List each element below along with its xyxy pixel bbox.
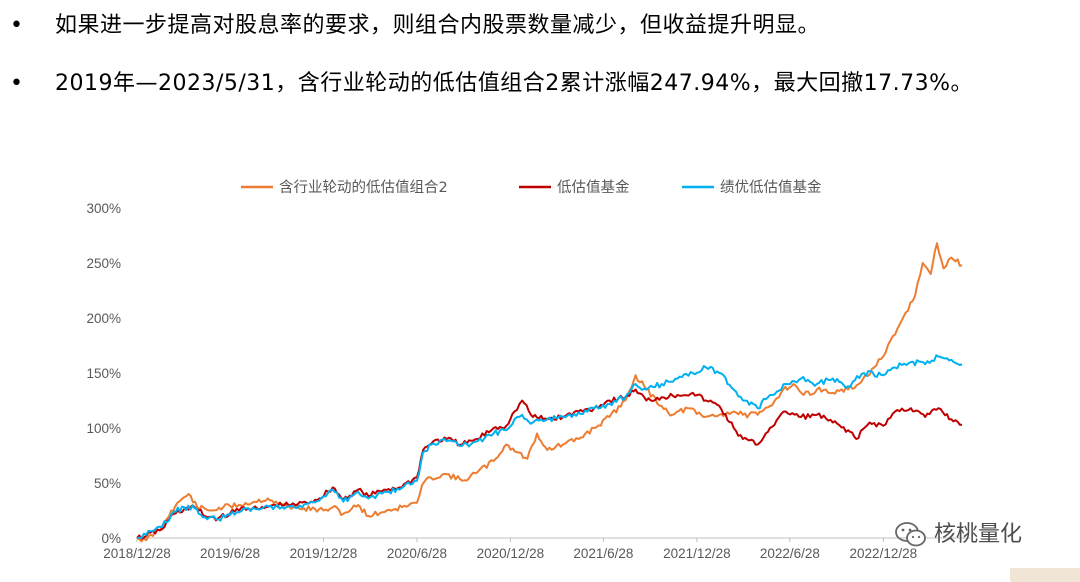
bullet-item: • 2019年—2023/5/31，含行业轮动的低估值组合2累计涨幅247.94…: [0, 64, 1080, 104]
y-tick-label: 300%: [86, 201, 121, 216]
y-axis: 0% 50% 100% 150% 200% 250% 300%: [86, 201, 121, 546]
corner-decoration: [1010, 568, 1080, 582]
y-tick-label: 200%: [86, 311, 121, 326]
x-tick-label: 2019/6/28: [200, 546, 260, 561]
y-tick-label: 150%: [86, 366, 121, 381]
y-tick-label: 250%: [86, 256, 121, 271]
plot-area: [136, 242, 963, 543]
chart-legend: 含行业轮动的低估值组合2 低估值基金 绩优低估值基金: [241, 179, 822, 196]
watermark: 核桃量化: [894, 517, 1044, 553]
x-tick-label: 2019/12/28: [290, 546, 358, 561]
legend-label: 低估值基金: [557, 179, 630, 196]
bullet-marker: •: [10, 71, 23, 96]
series-line: [136, 388, 962, 540]
y-tick-label: 100%: [86, 421, 121, 436]
x-tick-label: 2022/6/28: [760, 546, 820, 561]
y-tick-label: 0%: [101, 531, 121, 546]
y-tick-label: 50%: [94, 476, 121, 491]
x-tick-label: 2021/12/28: [663, 546, 731, 561]
x-tick-label: 2022/12/28: [850, 546, 918, 561]
bullet-text: 2019年—2023/5/31，含行业轮动的低估值组合2累计涨幅247.94%，…: [55, 71, 974, 96]
x-tick-label: 2020/12/28: [477, 546, 545, 561]
x-tick-label: 2018/12/28: [103, 546, 171, 561]
x-axis: 2018/12/28 2019/6/28 2019/12/28 2020/6/28 20…: [103, 537, 970, 561]
line-chart: 含行业轮动的低估值组合2 低估值基金 绩优低估值基金 0% 50% 100% 150% 20…: [86, 179, 970, 561]
bullet-marker: •: [10, 13, 23, 38]
series-line: [136, 354, 963, 539]
watermark-text: 核桃量化: [934, 522, 1023, 547]
bullet-text: 如果进一步提高对股息率的要求，则组合内股票数量减少，但收益提升明显。: [55, 13, 821, 38]
series-line: [136, 242, 963, 543]
x-tick-label: 2020/6/28: [387, 546, 447, 561]
wechat-icon: [895, 522, 926, 547]
bullet-item: • 如果进一步提高对股息率的要求，则组合内股票数量减少，但收益提升明显。: [0, 6, 1080, 46]
x-tick-label: 2021/6/28: [573, 546, 633, 561]
legend-label: 含行业轮动的低估值组合2: [279, 179, 448, 196]
legend-label: 绩优低估值基金: [720, 179, 822, 196]
